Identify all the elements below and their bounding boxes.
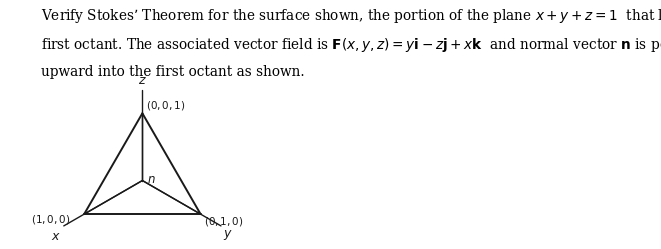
Text: upward into the first octant as shown.: upward into the first octant as shown. [41, 65, 305, 79]
Text: $(0,1,0)$: $(0,1,0)$ [204, 215, 244, 228]
Text: $(1,0,0)$: $(1,0,0)$ [31, 213, 71, 226]
Text: $n$: $n$ [147, 173, 155, 186]
Text: first octant. The associated vector field is $\mathbf{F}(x,y,z)=y\mathbf{i}-z\ma: first octant. The associated vector fiel… [41, 36, 661, 54]
Text: Verify Stokes’ Theorem for the surface shown, the portion of the plane $x+y+z=1$: Verify Stokes’ Theorem for the surface s… [41, 7, 661, 25]
Text: $z$: $z$ [138, 74, 147, 87]
Text: $x$: $x$ [52, 230, 61, 243]
Text: $(0,0,1)$: $(0,0,1)$ [146, 99, 186, 112]
Text: $y$: $y$ [223, 228, 233, 242]
